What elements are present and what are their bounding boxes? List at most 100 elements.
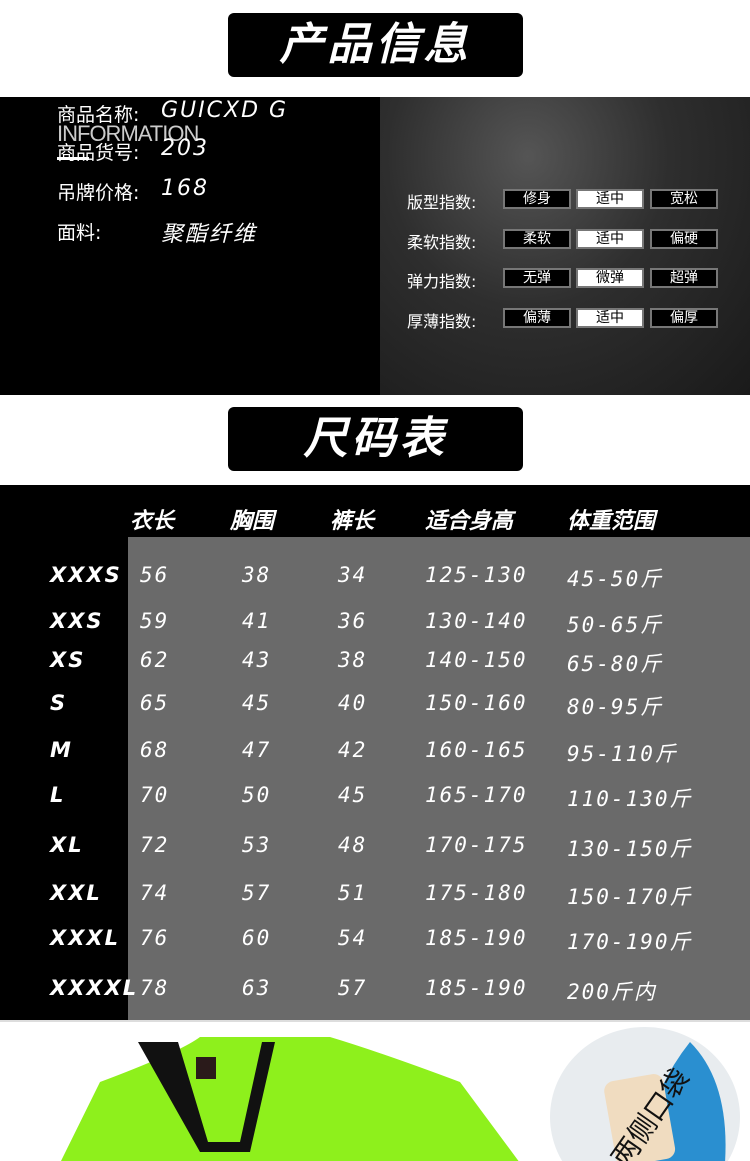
size-label: XXS xyxy=(50,609,104,633)
index-option: 偏硬 xyxy=(650,229,718,249)
table-cell: 76 xyxy=(140,926,170,950)
info-row: 商品货号: 203 xyxy=(57,136,207,165)
table-cell: 185-190 xyxy=(425,976,528,1000)
info-section: INFORMATION 商品名称: GUICXD G 商品货号: 203 吊牌价格: 16… xyxy=(0,97,750,395)
size-label: XS xyxy=(50,648,86,672)
info-label: 面料: xyxy=(57,222,102,244)
table-cell: 65-80斤 xyxy=(567,652,664,676)
index-option: 宽松 xyxy=(650,189,718,209)
info-label: 商品名称: xyxy=(57,104,140,126)
index-option: 偏厚 xyxy=(650,308,718,328)
size-label: L xyxy=(50,783,66,807)
table-cell: 62 xyxy=(140,648,170,672)
table-cell: 51 xyxy=(338,881,368,905)
table-cell: 95-110斤 xyxy=(567,742,678,766)
index-option: 偏薄 xyxy=(503,308,571,328)
table-cell: 63 xyxy=(242,976,272,1000)
table-cell: 43 xyxy=(242,648,272,672)
index-label: 柔软指数: xyxy=(407,233,477,252)
index-label: 弹力指数: xyxy=(407,272,477,291)
table-cell: 54 xyxy=(338,926,368,950)
index-option: 柔软 xyxy=(503,229,571,249)
table-cell: 50-65斤 xyxy=(567,613,664,637)
size-label: XXL xyxy=(50,881,102,905)
table-cell: 110-130斤 xyxy=(567,787,693,811)
table-cell: 56 xyxy=(140,563,170,587)
size-table: 衣长 胸围 裤长 适合身高 体重范围 XXXS 56 38 34 125-130 45-50斤 XXS… xyxy=(0,485,750,1020)
column-header: 胸围 xyxy=(230,509,275,534)
table-cell: 72 xyxy=(140,833,170,857)
size-label: XXXXL xyxy=(50,976,139,1000)
index-label: 版型指数: xyxy=(407,193,477,212)
table-cell: 38 xyxy=(338,648,368,672)
table-cell: 140-150 xyxy=(425,648,528,672)
table-cell: 130-150斤 xyxy=(567,837,693,861)
table-cell: 50 xyxy=(242,783,272,807)
info-value: 聚酯纤维 xyxy=(161,222,258,247)
table-cell: 45 xyxy=(242,691,272,715)
size-label: XL xyxy=(50,833,84,857)
table-cell: 45-50斤 xyxy=(567,567,664,591)
column-header: 适合身高 xyxy=(425,509,514,534)
product-info-banner: 产品信息 xyxy=(228,13,523,77)
info-title: INFORMATION xyxy=(57,121,199,146)
index-option: 适中 xyxy=(576,308,644,328)
table-cell: 53 xyxy=(242,833,272,857)
table-cell: 80-95斤 xyxy=(567,695,664,719)
table-cell: 42 xyxy=(338,738,368,762)
table-cell: 59 xyxy=(140,609,170,633)
size-label: S xyxy=(50,691,68,715)
size-label: XXXL xyxy=(50,926,120,950)
info-value: GUICXD G xyxy=(161,98,289,123)
table-cell: 45 xyxy=(338,783,368,807)
table-cell: 48 xyxy=(338,833,368,857)
index-option: 适中 xyxy=(576,189,644,209)
table-cell: 36 xyxy=(338,609,368,633)
table-cell: 65 xyxy=(140,691,170,715)
table-cell: 150-160 xyxy=(425,691,528,715)
divider xyxy=(57,157,89,160)
index-option: 适中 xyxy=(576,229,644,249)
info-label: 吊牌价格: xyxy=(57,182,140,204)
size-label: XXXS xyxy=(50,563,122,587)
table-cell: 150-170斤 xyxy=(567,885,693,909)
table-cell: 41 xyxy=(242,609,272,633)
table-cell: 170-190斤 xyxy=(567,930,693,954)
table-cell: 47 xyxy=(242,738,272,762)
table-cell: 185-190 xyxy=(425,926,528,950)
index-option: 微弹 xyxy=(576,268,644,288)
column-header: 衣长 xyxy=(130,509,175,534)
info-value: 168 xyxy=(161,176,209,201)
table-cell: 200斤内 xyxy=(567,980,657,1004)
column-header: 裤长 xyxy=(330,509,375,534)
table-cell: 34 xyxy=(338,563,368,587)
table-cell: 57 xyxy=(242,881,272,905)
info-value: 203 xyxy=(161,136,209,161)
size-chart-banner: 尺码表 xyxy=(228,407,523,471)
table-body-bg xyxy=(128,537,750,1020)
table-cell: 40 xyxy=(338,691,368,715)
info-row: 商品名称: GUICXD G xyxy=(57,98,286,127)
index-option: 超弹 xyxy=(650,268,718,288)
size-label: M xyxy=(50,738,73,762)
table-cell: 68 xyxy=(140,738,170,762)
info-row: 吊牌价格: 168 xyxy=(57,176,207,205)
index-option: 修身 xyxy=(503,189,571,209)
index-option: 无弹 xyxy=(503,268,571,288)
table-cell: 175-180 xyxy=(425,881,528,905)
table-cell: 170-175 xyxy=(425,833,528,857)
table-cell: 160-165 xyxy=(425,738,528,762)
table-cell: 60 xyxy=(242,926,272,950)
table-cell: 165-170 xyxy=(425,783,528,807)
info-row: 面料: 聚酯纤维 xyxy=(57,218,255,247)
table-cell: 74 xyxy=(140,881,170,905)
table-cell: 78 xyxy=(140,976,170,1000)
table-cell: 70 xyxy=(140,783,170,807)
detail-photo: 两侧口袋 xyxy=(0,1020,750,1161)
table-cell: 130-140 xyxy=(425,609,528,633)
info-label: 商品货号: xyxy=(57,142,140,164)
table-cell: 38 xyxy=(242,563,272,587)
table-cell: 125-130 xyxy=(425,563,528,587)
shirt-illustration: 两侧口袋 xyxy=(60,1027,740,1161)
table-cell: 57 xyxy=(338,976,368,1000)
